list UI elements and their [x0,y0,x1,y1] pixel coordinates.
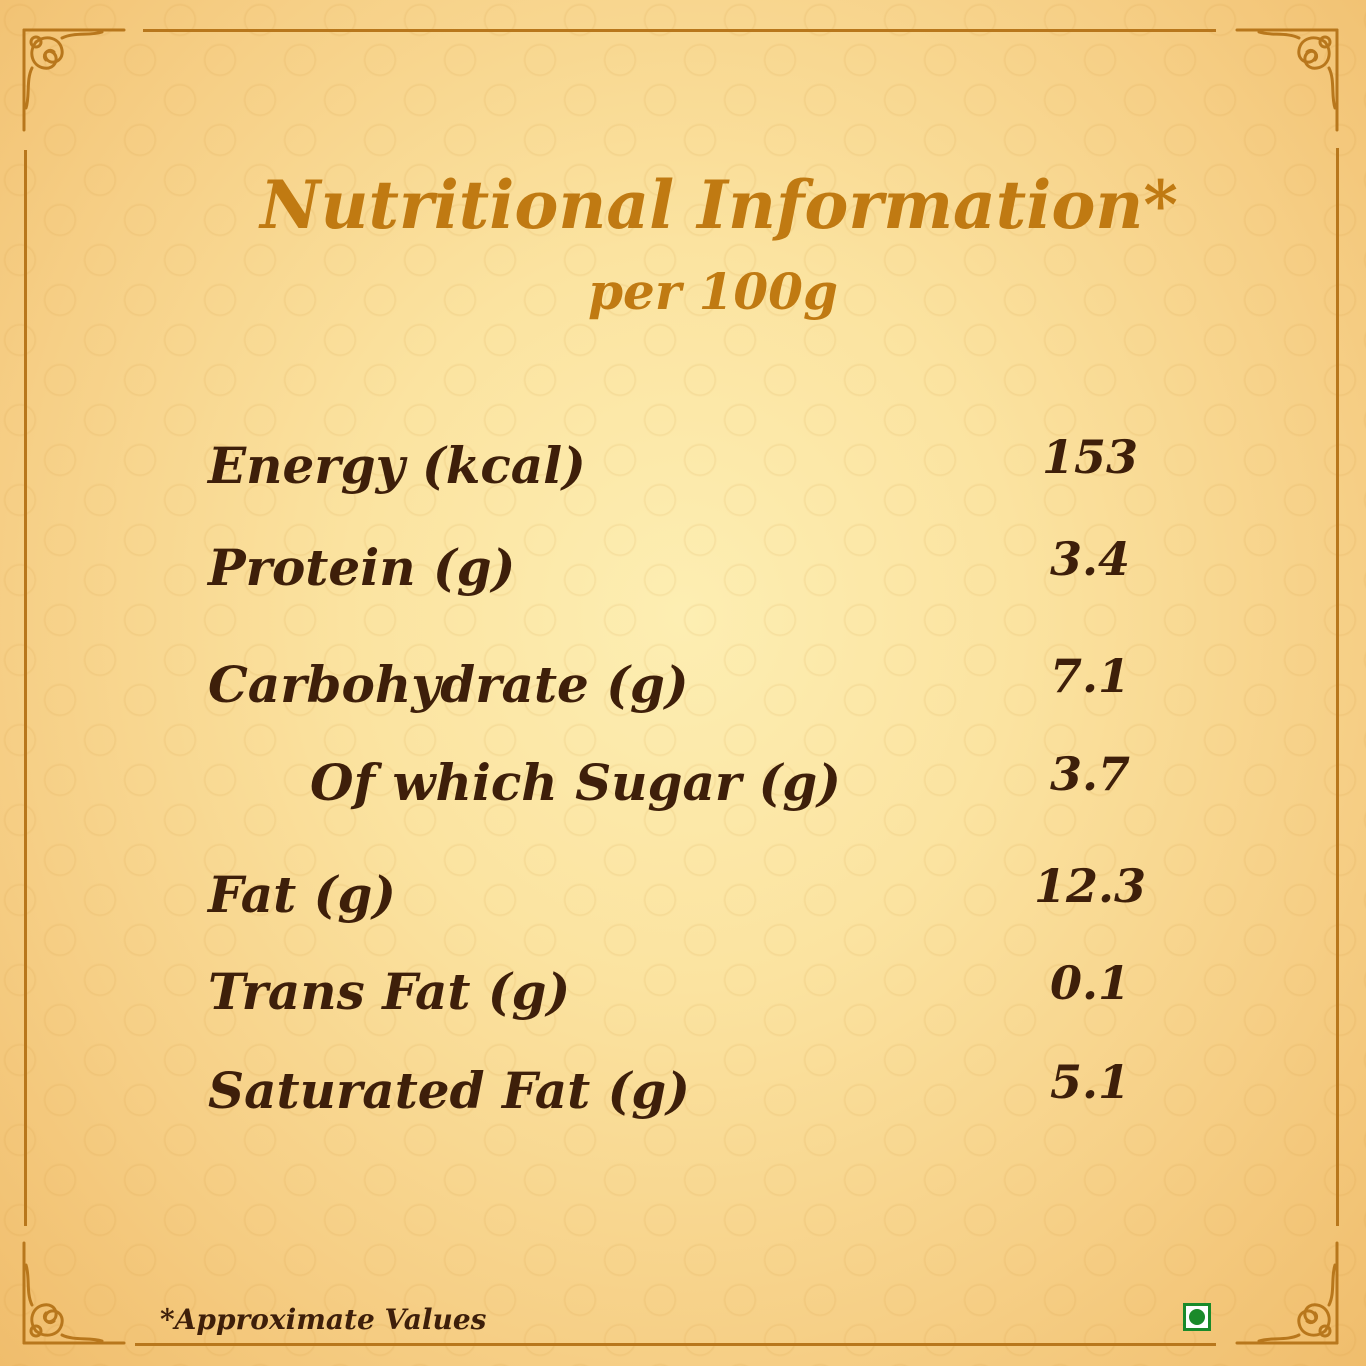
nutrient-value: 5.1 [1049,1055,1131,1109]
nutrient-label: Energy (kcal) [208,436,586,495]
nutrient-value: 0.1 [1049,956,1131,1010]
nutrient-value: 3.4 [1049,532,1131,586]
nutrient-label: Of which Sugar (g) [310,753,841,812]
corner-ornament-icon [22,1241,126,1345]
page-title-text: Nutritional Information* [260,166,1178,244]
border-top [143,29,1216,32]
page-title: Nutritional Information* [0,166,1366,244]
corner-ornament-icon [1235,28,1339,132]
nutrient-label: Trans Fat (g) [208,962,571,1021]
nutrient-row-fat: Fat (g) 12.3 [0,859,1366,935]
nutrient-row-sugar: Of which Sugar (g) 3.7 [0,747,1366,823]
nutrient-value: 153 [1041,430,1139,484]
veg-dot [1189,1309,1205,1325]
nutrient-value: 3.7 [1049,747,1131,801]
nutrient-row-carbohydrate: Carbohydrate (g) 7.1 [0,649,1366,725]
page-subtitle-text: per 100g [588,262,838,321]
border-right [1336,148,1339,1226]
corner-ornament-icon [22,28,126,132]
page-subtitle: per 100g [0,262,1366,321]
border-left [24,150,27,1226]
corner-ornament-icon [1235,1241,1339,1345]
nutrient-row-protein: Protein (g) 3.4 [0,532,1366,608]
nutrient-row-energy: Energy (kcal) 153 [0,430,1366,506]
nutrient-label: Protein (g) [208,538,516,597]
nutrient-label: Fat (g) [208,865,396,924]
nutrient-value: 7.1 [1049,649,1131,703]
footnote: *Approximate Values [160,1303,487,1336]
nutrient-value: 12.3 [1033,859,1147,913]
nutrient-row-trans-fat: Trans Fat (g) 0.1 [0,956,1366,1032]
border-bottom [135,1343,1216,1346]
nutrient-label: Saturated Fat (g) [208,1061,690,1120]
nutrient-label: Carbohydrate (g) [208,655,689,714]
veg-mark-icon [1183,1303,1211,1331]
nutrient-row-saturated-fat: Saturated Fat (g) 5.1 [0,1055,1366,1131]
